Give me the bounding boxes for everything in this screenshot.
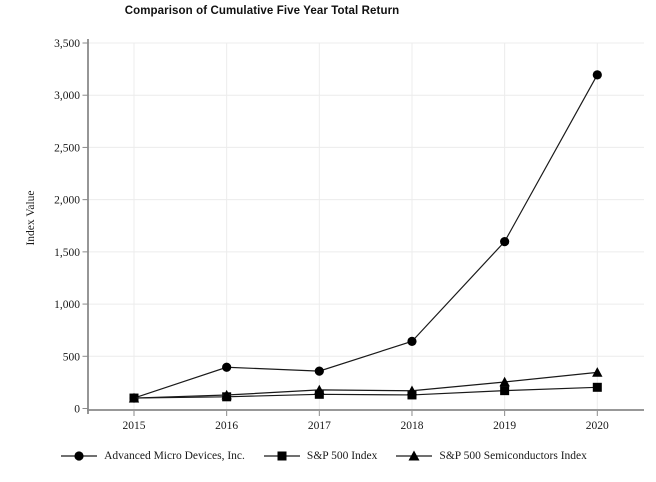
data-point-triangle bbox=[128, 392, 140, 403]
legend: Advanced Micro Devices, Inc. S&P 500 Ind… bbox=[0, 450, 648, 462]
y-tick-label: 1,000 bbox=[54, 299, 80, 311]
data-point-triangle bbox=[499, 376, 510, 387]
y-axis-title: Index Value bbox=[25, 190, 37, 246]
square-marker-icon bbox=[263, 451, 300, 461]
series-line-square bbox=[133, 386, 598, 399]
legend-item-sp500: S&P 500 Index bbox=[263, 450, 378, 462]
legend-label-sp500: S&P 500 Index bbox=[306, 450, 378, 462]
y-tick-label: 3,000 bbox=[54, 90, 80, 102]
data-point-triangle bbox=[221, 389, 232, 400]
y-tick-label: 0 bbox=[74, 404, 80, 416]
plot-area: 0 500 1,000 1,500 2,000 2,500 3,000 3,500 2015 20… bbox=[54, 38, 644, 432]
data-point-circle bbox=[500, 237, 510, 247]
y-tick-label: 2,000 bbox=[54, 195, 80, 207]
data-point-circle bbox=[407, 336, 417, 346]
x-tick-label: 2016 bbox=[215, 420, 238, 432]
data-point-triangle bbox=[592, 367, 603, 377]
data-point-triangle bbox=[314, 384, 325, 395]
data-point-circle bbox=[222, 362, 232, 372]
data-point-circle bbox=[592, 70, 602, 80]
x-tick-label: 2015 bbox=[123, 420, 146, 432]
x-tick-label: 2017 bbox=[308, 420, 331, 432]
x-tick-label: 2018 bbox=[400, 420, 423, 432]
triangle-marker-icon bbox=[396, 450, 433, 461]
data-point-triangle bbox=[406, 385, 418, 396]
y-tick-label: 3,500 bbox=[54, 38, 80, 50]
y-tick-label: 500 bbox=[63, 351, 81, 363]
x-tick-label: 2020 bbox=[586, 420, 609, 432]
y-tick-label: 1,500 bbox=[54, 247, 80, 259]
chart-title: Comparison of Cumulative Five Year Total… bbox=[124, 5, 400, 17]
data-point-square bbox=[500, 386, 510, 396]
legend-label-amd: Advanced Micro Devices, Inc. bbox=[104, 450, 245, 462]
series-line-triangle bbox=[133, 371, 598, 399]
legend-label-semis: S&P 500 Semiconductors Index bbox=[439, 450, 587, 462]
legend-item-semis: S&P 500 Semiconductors Index bbox=[396, 450, 587, 462]
series-line-circle bbox=[133, 74, 598, 399]
data-point-circle bbox=[314, 366, 324, 376]
circle-marker-icon bbox=[61, 451, 98, 461]
x-tick-label: 2019 bbox=[493, 420, 516, 432]
data-point-square bbox=[592, 382, 602, 392]
y-tick-label: 2,500 bbox=[54, 142, 80, 154]
legend-item-amd: Advanced Micro Devices, Inc. bbox=[61, 450, 245, 462]
